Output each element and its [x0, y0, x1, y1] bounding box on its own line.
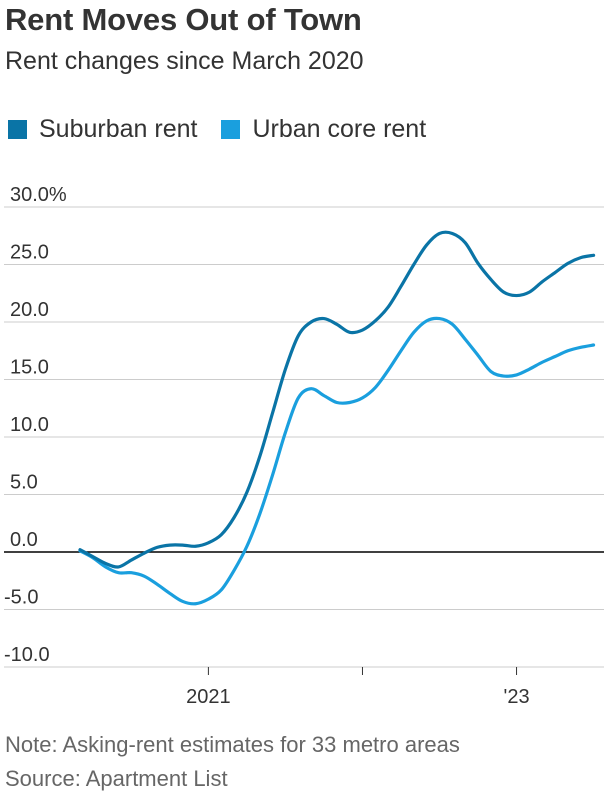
y-tick-label: 5.0	[10, 472, 38, 494]
chart-note: Note: Asking-rent estimates for 33 metro…	[5, 732, 460, 757]
x-tick-label: 2021	[186, 686, 231, 708]
y-tick-label: 10.0	[10, 414, 49, 436]
legend: Suburban rent Urban core rent	[8, 115, 450, 144]
x-axis: 2021 '23	[186, 667, 530, 708]
legend-item-urban: Urban core rent	[221, 115, 426, 144]
y-tick-label: 0.0	[10, 529, 38, 551]
chart-title: Rent Moves Out of Town	[5, 2, 362, 37]
y-tick-label: 25.0	[10, 242, 49, 264]
legend-label-suburban: Suburban rent	[39, 115, 198, 143]
chart-subtitle: Rent changes since March 2020	[5, 47, 364, 75]
legend-item-suburban: Suburban rent	[8, 115, 197, 144]
series-line-suburban	[78, 230, 596, 569]
series-lines	[78, 230, 596, 606]
legend-swatch-suburban	[8, 120, 27, 139]
y-tick-label: 15.0	[10, 357, 49, 379]
gridlines	[4, 206, 604, 668]
y-tick-label: -5.0	[4, 587, 38, 609]
y-tick-label: 20.0	[10, 299, 49, 321]
y-tick-label: 30.0%	[10, 184, 67, 206]
legend-label-urban: Urban core rent	[252, 115, 427, 143]
y-tick-label: -10.0	[4, 644, 50, 666]
x-tick-label: '23	[504, 686, 530, 708]
legend-swatch-urban	[221, 120, 241, 139]
y-axis-tick-labels: 30.0% 25.0 20.0 15.0 10.0 5.0 0.0 -5.0 -10.0	[4, 184, 67, 666]
series-line-urban	[78, 316, 596, 606]
chart-source: Source: Apartment List	[5, 766, 228, 791]
